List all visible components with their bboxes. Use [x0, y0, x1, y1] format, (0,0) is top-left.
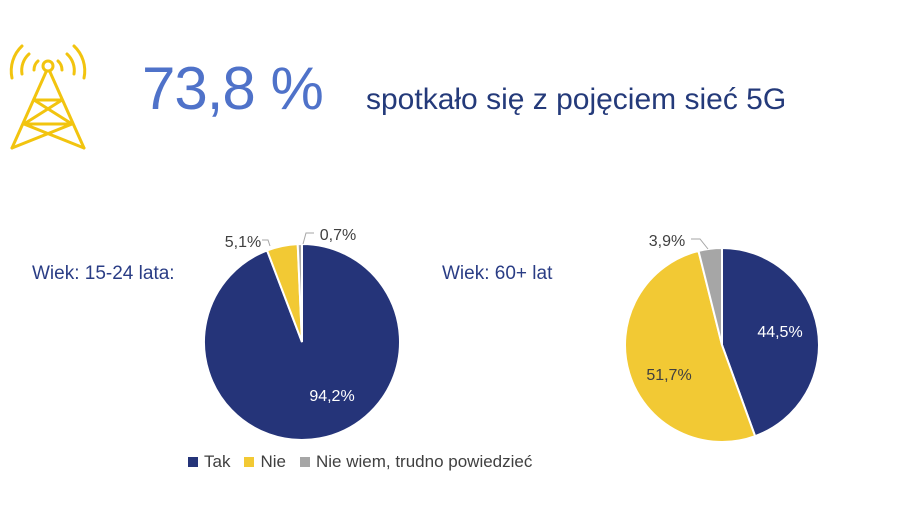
pie-1-slice-nie-wiem [697, 246, 723, 346]
legend-label-tak: Tak [204, 452, 231, 471]
group-label-60-plus: Wiek: 60+ lat [442, 263, 553, 284]
pie-1-label-tak: 44,5% [757, 324, 802, 341]
pie-0-slice-nie-wiem [296, 242, 303, 343]
pie-1-leader-nie-wiem [691, 238, 709, 250]
pie-1-slice-tak [721, 246, 820, 438]
legend-item-nie: Nie [244, 452, 286, 472]
pie-0-leader-nie-wiem [302, 232, 314, 245]
legend-swatch-nie-wiem [299, 457, 310, 467]
legend-item-tak: Tak [188, 452, 230, 472]
chart-legend: Tak Nie Nie wiem, trudno powiedzieć [188, 452, 546, 472]
headline-description: spotkało się z pojęciem sieć 5G [366, 83, 787, 116]
antenna-tower-icon [9, 44, 87, 150]
pie-0-leader-nie [262, 239, 271, 247]
pie-0-label-nie: 5,1% [225, 234, 261, 251]
legend-label-nie-wiem: Nie wiem, trudno powiedzieć [315, 452, 533, 471]
legend-item-nie-wiem: Nie wiem, trudno powiedzieć [299, 452, 533, 472]
group-label-15-24: Wiek: 15-24 lata: [32, 263, 175, 284]
headline-percentage: 73,8 % [142, 55, 324, 122]
legend-swatch-nie [244, 457, 255, 467]
pie-0-label-nie-wiem: 0,7% [320, 227, 356, 244]
pie-1-label-nie: 51,7% [646, 367, 691, 384]
pie-0-label-tak: 94,2% [309, 388, 354, 405]
pie-1-label-nie-wiem: 3,9% [649, 233, 685, 250]
pie-1-slice-nie [623, 249, 757, 443]
legend-label-nie: Nie [260, 452, 286, 471]
legend-swatch-tak [188, 457, 198, 467]
